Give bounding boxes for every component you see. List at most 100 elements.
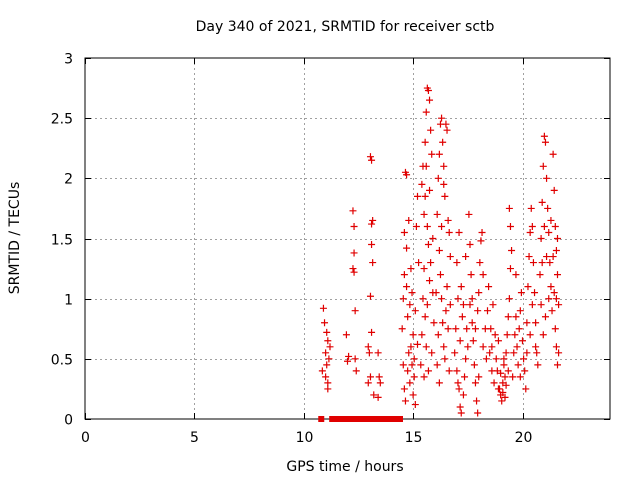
- srmtid-point: [421, 192, 429, 200]
- srmtid-point: [369, 216, 377, 224]
- srmtid-point: [506, 265, 514, 273]
- srmtid-point: [512, 313, 520, 321]
- srmtid-point: [514, 361, 522, 369]
- srmtid-point: [430, 319, 438, 327]
- srmtid-point: [429, 235, 437, 242]
- srmtid-point: [545, 295, 553, 303]
- zero-marker-point: [345, 416, 352, 422]
- srmtid-point: [533, 349, 541, 357]
- srmtid-point: [400, 271, 408, 279]
- plot-frame: [84, 57, 611, 420]
- srmtid-point: [462, 253, 470, 261]
- srmtid-point: [438, 222, 446, 230]
- srmtid-point: [438, 114, 446, 122]
- zero-marker-point: [335, 416, 342, 422]
- srmtid-point: [547, 216, 555, 224]
- srmtid-point: [503, 331, 511, 339]
- srmtid-point: [414, 340, 421, 348]
- srmtid-point: [527, 204, 535, 212]
- srmtid-point: [420, 373, 428, 381]
- srmtid-point: [443, 126, 451, 134]
- chart-title: Day 340 of 2021, SRMTID for receiver sct…: [196, 19, 495, 35]
- srmtid-point: [552, 247, 560, 255]
- srmtid-point: [536, 271, 544, 279]
- srmtid-point: [529, 259, 537, 267]
- srmtid-point: [445, 228, 453, 236]
- srmtid-point: [492, 355, 500, 363]
- x-tick-label: 0: [81, 430, 90, 446]
- zero-marker-point: [370, 416, 377, 422]
- srmtid-point: [321, 319, 329, 327]
- srmtid-point: [366, 373, 374, 381]
- srmtid-point: [455, 385, 463, 393]
- srmtid-point: [441, 192, 449, 200]
- y-tick-label: 0.5: [51, 353, 73, 369]
- srmtid-point: [475, 373, 483, 381]
- srmtid-point: [550, 289, 558, 297]
- srmtid-point: [455, 228, 463, 236]
- srmtid-point: [451, 349, 459, 357]
- srmtid-point: [552, 343, 560, 351]
- srmtid-point: [541, 313, 549, 321]
- srmtid-point: [504, 313, 512, 321]
- srmtid-point: [404, 367, 412, 375]
- srmtid-point: [349, 207, 357, 215]
- zero-marker-point: [339, 416, 346, 422]
- srmtid-point: [511, 331, 519, 339]
- srmtid-point: [467, 271, 475, 279]
- srmtid-point: [494, 385, 502, 393]
- data-points: [318, 84, 563, 422]
- srmtid-point: [471, 325, 479, 333]
- srmtid-point: [479, 271, 487, 279]
- srmtid-point: [349, 265, 357, 273]
- srmtid-point: [468, 295, 476, 303]
- srmtid-point: [505, 295, 513, 303]
- srmtid-point: [399, 361, 407, 369]
- srmtid-point: [521, 367, 529, 375]
- srmtid-point: [436, 271, 444, 279]
- srmtid-point: [404, 313, 412, 321]
- y-tick-label: 0: [64, 413, 73, 429]
- srmtid-point: [517, 289, 525, 297]
- srmtid-point: [486, 349, 494, 357]
- srmtid-point: [555, 301, 563, 309]
- srmtid-point: [534, 361, 542, 369]
- srmtid-point: [408, 289, 416, 297]
- srmtid-point: [405, 216, 413, 224]
- srmtid-point: [543, 174, 551, 182]
- srmtid-point: [439, 138, 447, 146]
- srmtid-point: [364, 379, 372, 387]
- srmtid-point: [426, 277, 434, 285]
- srmtid-point: [434, 331, 442, 339]
- srmtid-point: [453, 367, 461, 375]
- srmtid-point: [368, 241, 376, 249]
- srmtid-point: [351, 307, 359, 315]
- srmtid-point: [469, 337, 477, 345]
- srmtid-point: [423, 301, 431, 309]
- srmtid-point: [526, 228, 534, 236]
- srmtid-point: [504, 367, 512, 375]
- srmtid-point: [546, 259, 554, 267]
- srmtid-point: [548, 307, 556, 315]
- srmtid-point: [456, 403, 464, 411]
- srmtid-point: [458, 313, 466, 321]
- srmtid-point: [498, 397, 506, 405]
- srmtid-point: [516, 307, 524, 315]
- srmtid-point: [539, 162, 547, 170]
- srmtid-point: [440, 162, 448, 170]
- srmtid-point: [323, 328, 331, 336]
- srmtid-point: [474, 307, 482, 315]
- srmtid-point: [500, 355, 508, 363]
- srmtid-point: [324, 337, 332, 345]
- srmtid-point: [420, 265, 428, 273]
- srmtid-point: [497, 369, 505, 377]
- srmtid-point: [468, 319, 476, 327]
- srmtid-point: [440, 343, 448, 351]
- srmtid-point: [459, 391, 467, 399]
- y-tick-label: 2.5: [51, 112, 73, 128]
- srmtid-point: [443, 283, 451, 291]
- srmtid-point: [502, 349, 510, 357]
- srmtid-point: [549, 150, 557, 158]
- srmtid-point: [435, 150, 443, 158]
